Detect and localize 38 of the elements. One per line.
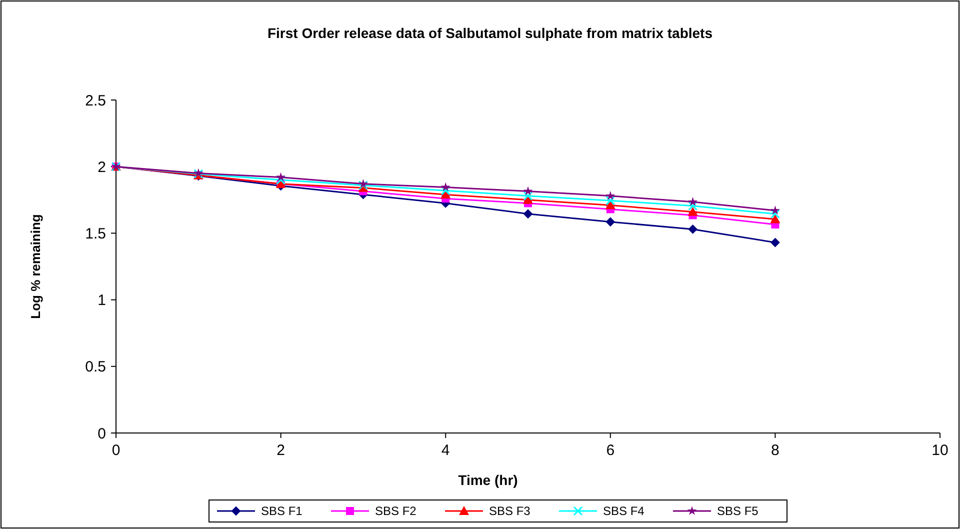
legend-label: SBS F3	[489, 504, 531, 518]
x-tick-label: 0	[112, 442, 120, 459]
legend-label: SBS F5	[717, 504, 759, 518]
y-axis-title: Log % remaining	[28, 214, 43, 319]
point	[770, 206, 780, 215]
point	[523, 191, 533, 201]
point	[276, 175, 286, 185]
x-tick-label: 8	[771, 442, 780, 459]
point	[770, 209, 780, 219]
point	[523, 186, 533, 196]
point	[770, 238, 780, 248]
x-tick-label: 4	[441, 442, 450, 459]
legend-label: SBS F4	[603, 504, 645, 518]
point	[606, 217, 615, 226]
legend-label: SBS F2	[375, 504, 417, 518]
legend-label: SBS F1	[261, 504, 303, 518]
point	[440, 182, 450, 192]
y-tick-label: 0.5	[85, 358, 106, 376]
y-tick-label: 1	[98, 292, 106, 310]
point	[688, 224, 698, 234]
point	[606, 196, 616, 206]
point	[688, 196, 698, 206]
chart-title: First Order release data of Salbutamol sulphate from matrix tablets	[267, 25, 713, 41]
x-tick-label: 6	[606, 442, 615, 459]
point	[688, 201, 698, 211]
y-tick-label: 2.5	[85, 92, 106, 110]
point	[524, 209, 532, 218]
y-tick-label: 1.5	[85, 225, 106, 242]
x-axis-title: Time (hr)	[458, 472, 518, 488]
x-tick-label: 10	[932, 442, 948, 459]
y-tick-label: 0	[98, 425, 106, 442]
point	[440, 186, 450, 196]
point	[688, 206, 698, 216]
point	[276, 172, 286, 182]
point	[770, 214, 780, 224]
x-tick-label: 2	[276, 442, 285, 459]
point	[606, 190, 616, 200]
y-tick-label: 2	[98, 158, 106, 176]
